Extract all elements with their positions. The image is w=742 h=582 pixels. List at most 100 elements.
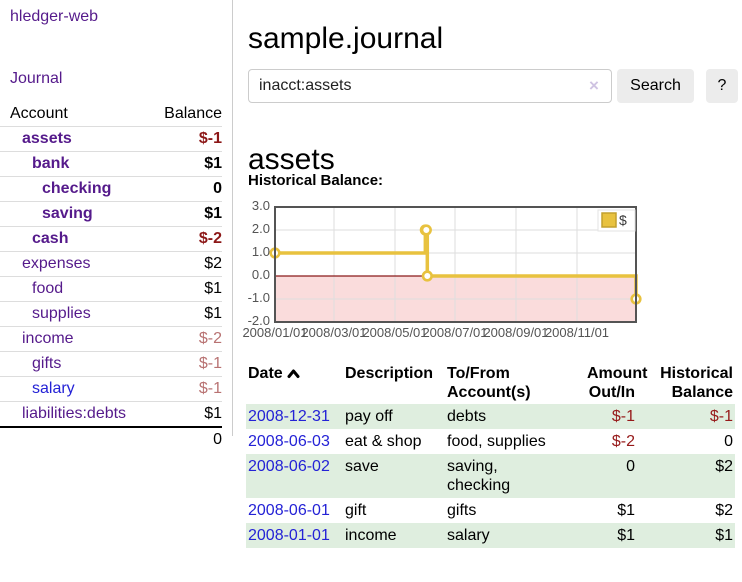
account-balance: $1	[204, 280, 222, 297]
transaction-amount: $-2	[611, 433, 635, 450]
account-balance: 0	[213, 180, 222, 197]
x-tick-label: 2008/11/01	[544, 325, 610, 340]
accounts-column-header: To/From Account(s)	[447, 365, 531, 401]
accounts-total-balance: 0	[213, 431, 222, 448]
y-tick-label: 2.0	[251, 221, 270, 236]
transaction-description: gift	[345, 502, 367, 519]
transaction-amount: $1	[617, 527, 635, 544]
accounts-table-header: Account Balance	[0, 102, 222, 127]
y-tick-label: 1.0	[251, 244, 270, 259]
transaction-description: save	[345, 458, 379, 475]
account-balance: $1	[204, 405, 222, 422]
account-row: checking 0	[0, 176, 222, 202]
y-tick-label: -2.0	[247, 313, 270, 328]
amount-column-header: Amount Out/In	[587, 365, 648, 401]
transaction-description: income	[345, 527, 397, 544]
x-tick-label: 2008/03/01	[301, 325, 367, 340]
account-link[interactable]: supplies	[32, 305, 91, 322]
account-link[interactable]: liabilities:debts	[22, 405, 127, 422]
x-tick-label: 2008/07/01	[422, 325, 488, 340]
account-link[interactable]: saving	[42, 205, 93, 222]
balance-column-header: Historical Balance	[660, 365, 733, 401]
transaction-description: eat & shop	[345, 433, 422, 450]
account-balance: $-2	[198, 330, 222, 347]
account-row: assets $-1	[0, 126, 222, 152]
account-balance: $-1	[198, 130, 222, 147]
sidebar-item-journal[interactable]: Journal	[10, 70, 63, 87]
transaction-date-link[interactable]: 2008-12-31	[248, 408, 330, 425]
register-table-header: Date Description To/From Account(s) Amou…	[246, 362, 735, 404]
date-column-header[interactable]: Date	[246, 362, 343, 404]
transaction-row: 2008-06-03 eat & shop food, supplies $-2…	[246, 429, 735, 454]
historical-balance-chart: $ 3.0 2.0 1.0 0.0 -1.0 -2.0 2008/01/01 2…	[242, 198, 642, 342]
transaction-accounts: gifts	[447, 502, 477, 519]
account-row: expenses $2	[0, 251, 222, 277]
chart-legend: $	[597, 209, 636, 232]
transaction-balance: 0	[724, 433, 733, 450]
x-tick-label: 2008/01/01	[242, 325, 308, 340]
y-tick-label: 3.0	[251, 198, 270, 213]
y-tick-label: -1.0	[247, 290, 270, 305]
sort-ascending-icon	[287, 369, 300, 378]
account-link[interactable]: expenses	[22, 255, 91, 272]
account-row: gifts $-1	[0, 351, 222, 377]
page-title: sample.journal	[248, 22, 444, 56]
account-balance: $1	[204, 155, 222, 172]
account-link[interactable]: checking	[42, 180, 112, 197]
transaction-balance: $-1	[709, 408, 733, 425]
transaction-amount: $1	[617, 502, 635, 519]
transaction-accounts: food, supplies	[447, 433, 546, 450]
account-balance: $1	[204, 305, 222, 322]
account-row: salary $-1	[0, 376, 222, 402]
account-link[interactable]: assets	[22, 130, 72, 147]
x-tick-label: 2008/05/01	[362, 325, 428, 340]
account-link[interactable]: food	[32, 280, 64, 297]
plot-border	[274, 206, 637, 323]
transaction-description: pay off	[345, 408, 393, 425]
account-balance: $-1	[198, 355, 222, 372]
search-button[interactable]: Search	[617, 69, 694, 103]
account-row: income $-2	[0, 326, 222, 352]
account-link[interactable]: income	[22, 330, 74, 347]
transaction-accounts: salary	[447, 527, 490, 544]
help-button[interactable]: ?	[706, 69, 738, 103]
account-heading: assets	[248, 142, 335, 176]
account-balance: $-1	[198, 380, 222, 397]
transaction-balance: $2	[715, 502, 733, 519]
transaction-amount: 0	[626, 458, 635, 475]
account-link[interactable]: gifts	[32, 355, 62, 372]
account-link[interactable]: bank	[32, 155, 70, 172]
legend-swatch	[601, 212, 617, 228]
accounts-table: Account Balance assets $-1 bank $1 check…	[0, 102, 222, 452]
y-tick-label: 0.0	[251, 267, 270, 282]
search-input[interactable]	[248, 69, 612, 103]
transaction-accounts: saving, checking	[447, 458, 511, 494]
register-table: Date Description To/From Account(s) Amou…	[246, 362, 735, 548]
account-row: supplies $1	[0, 301, 222, 327]
transaction-balance: $1	[715, 527, 733, 544]
transaction-date-link[interactable]: 2008-06-01	[248, 502, 330, 519]
accounts-total-row: 0	[0, 427, 222, 452]
transaction-row: 2008-12-31 pay off debts $-1 $-1	[246, 404, 735, 429]
transaction-date-link[interactable]: 2008-06-03	[248, 433, 330, 450]
description-column-header: Description	[345, 365, 434, 382]
transaction-accounts: debts	[447, 408, 487, 425]
account-balance: $2	[204, 255, 222, 272]
account-balance: $-2	[198, 230, 222, 247]
transaction-row: 2008-01-01 income salary $1 $1	[246, 523, 735, 548]
account-link[interactable]: cash	[32, 230, 69, 247]
search-bar: × Search ?	[248, 69, 742, 103]
balance-column-header: Balance	[164, 105, 222, 122]
transaction-amount: $-1	[611, 408, 635, 425]
account-balance: $1	[204, 205, 222, 222]
account-row: liabilities:debts $1	[0, 401, 222, 428]
account-row: bank $1	[0, 151, 222, 177]
chart-canvas: $	[269, 206, 642, 323]
transaction-date-link[interactable]: 2008-01-01	[248, 527, 330, 544]
x-tick-label: 2008/09/01	[483, 325, 549, 340]
clear-search-icon[interactable]: ×	[589, 76, 599, 95]
account-link[interactable]: salary	[32, 380, 75, 397]
app-brand-link[interactable]: hledger-web	[10, 8, 99, 25]
account-row: cash $-2	[0, 226, 222, 252]
transaction-date-link[interactable]: 2008-06-02	[248, 458, 330, 475]
